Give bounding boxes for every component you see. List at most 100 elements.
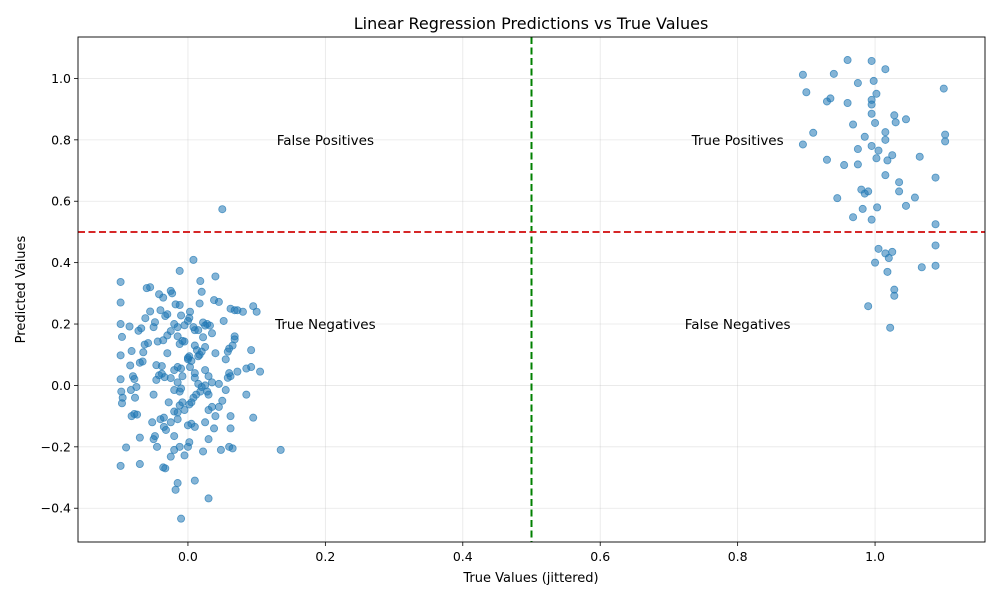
data-point-11 bbox=[125, 322, 134, 331]
data-point-124 bbox=[185, 363, 194, 372]
data-point-73 bbox=[168, 289, 177, 298]
data-point-101 bbox=[170, 432, 179, 441]
data-point-215 bbox=[849, 120, 858, 129]
data-point-122 bbox=[194, 352, 203, 361]
data-point-167 bbox=[216, 445, 225, 454]
data-point-226 bbox=[941, 137, 950, 146]
data-point-88 bbox=[170, 366, 179, 375]
data-point-143 bbox=[207, 329, 216, 338]
data-point-5 bbox=[116, 375, 125, 384]
data-point-99 bbox=[166, 418, 175, 427]
data-point-125 bbox=[183, 353, 192, 362]
x-tick-label-4: 0.8 bbox=[728, 549, 748, 564]
data-point-82 bbox=[173, 332, 182, 341]
data-point-50 bbox=[152, 375, 161, 384]
y-tick-label-2: 0.0 bbox=[51, 378, 71, 393]
data-point-194 bbox=[249, 413, 258, 422]
data-point-2 bbox=[116, 320, 125, 329]
data-point-160 bbox=[219, 316, 228, 325]
data-point-172 bbox=[238, 307, 247, 316]
data-point-0 bbox=[116, 277, 125, 286]
data-point-70 bbox=[177, 514, 186, 523]
data-point-157 bbox=[211, 272, 220, 281]
data-point-259 bbox=[890, 291, 899, 300]
data-point-65 bbox=[161, 464, 170, 473]
data-point-32 bbox=[139, 348, 148, 357]
data-point-98 bbox=[180, 405, 189, 414]
data-point-223 bbox=[867, 141, 876, 150]
data-point-248 bbox=[931, 220, 940, 229]
quadrant-annotations: False Positives True Positives True Negati… bbox=[274, 133, 790, 333]
data-point-244 bbox=[873, 203, 882, 212]
data-point-95 bbox=[173, 408, 182, 417]
data-point-79 bbox=[170, 320, 179, 329]
data-point-211 bbox=[867, 109, 876, 118]
data-point-21 bbox=[133, 410, 142, 419]
data-point-121 bbox=[201, 343, 210, 352]
data-point-48 bbox=[157, 362, 166, 371]
y-tick-label-4: 0.4 bbox=[51, 255, 71, 270]
annotation-3: False Negatives bbox=[685, 317, 791, 333]
data-point-181 bbox=[226, 372, 235, 381]
data-point-253 bbox=[884, 254, 893, 263]
data-point-25 bbox=[138, 357, 147, 366]
data-point-155 bbox=[204, 494, 213, 503]
data-point-233 bbox=[915, 152, 924, 161]
data-point-147 bbox=[207, 378, 216, 387]
data-point-54 bbox=[149, 390, 158, 399]
data-point-137 bbox=[197, 287, 206, 296]
data-point-45 bbox=[166, 327, 175, 336]
data-point-34 bbox=[146, 307, 155, 316]
data-point-245 bbox=[901, 201, 910, 210]
data-point-102 bbox=[175, 442, 184, 451]
data-point-75 bbox=[175, 300, 184, 309]
data-point-261 bbox=[886, 323, 895, 332]
data-point-197 bbox=[802, 88, 811, 97]
data-point-10 bbox=[122, 443, 131, 452]
data-point-154 bbox=[199, 447, 208, 456]
data-point-220 bbox=[798, 140, 807, 149]
y-tick-label-7: 1.0 bbox=[51, 71, 71, 86]
data-point-190 bbox=[247, 346, 256, 355]
data-point-218 bbox=[941, 130, 950, 139]
data-point-1 bbox=[116, 298, 125, 307]
data-point-46 bbox=[163, 349, 172, 358]
data-point-15 bbox=[130, 374, 139, 383]
data-point-164 bbox=[210, 424, 219, 433]
data-point-144 bbox=[199, 333, 208, 342]
data-point-8 bbox=[117, 399, 126, 408]
data-point-152 bbox=[201, 418, 210, 427]
data-point-257 bbox=[931, 261, 940, 270]
data-point-177 bbox=[223, 347, 232, 356]
y-tick-label-0: −0.4 bbox=[41, 501, 71, 516]
data-point-76 bbox=[177, 311, 186, 320]
x-tick-label-2: 0.4 bbox=[453, 549, 473, 564]
data-point-66 bbox=[166, 452, 175, 461]
data-point-186 bbox=[228, 444, 237, 453]
data-point-71 bbox=[175, 266, 184, 275]
data-point-241 bbox=[910, 193, 919, 202]
y-tick-label-3: 0.2 bbox=[51, 317, 71, 332]
y-tick-label-1: −0.2 bbox=[41, 439, 71, 454]
data-point-249 bbox=[931, 241, 940, 250]
x-tick-label-3: 0.6 bbox=[590, 549, 610, 564]
data-point-110 bbox=[189, 255, 198, 264]
data-point-210 bbox=[872, 89, 881, 98]
data-point-22 bbox=[135, 433, 144, 442]
data-point-219 bbox=[809, 128, 818, 137]
data-point-216 bbox=[871, 118, 880, 127]
data-point-165 bbox=[214, 402, 223, 411]
data-point-138 bbox=[195, 299, 204, 308]
data-point-252 bbox=[888, 247, 897, 256]
data-point-100 bbox=[173, 415, 182, 424]
data-point-27 bbox=[137, 324, 146, 333]
data-point-57 bbox=[164, 398, 173, 407]
x-tick-label-0: 0.0 bbox=[178, 549, 198, 564]
data-point-108 bbox=[190, 422, 199, 431]
data-point-105 bbox=[185, 438, 194, 447]
data-point-31 bbox=[140, 340, 149, 349]
x-axis: 0.0 0.2 0.4 0.6 0.8 1.0 bbox=[178, 542, 885, 564]
y-axis: −0.4 −0.2 0.0 0.2 0.4 0.6 0.8 1.0 bbox=[41, 71, 78, 516]
data-point-255 bbox=[883, 267, 892, 276]
